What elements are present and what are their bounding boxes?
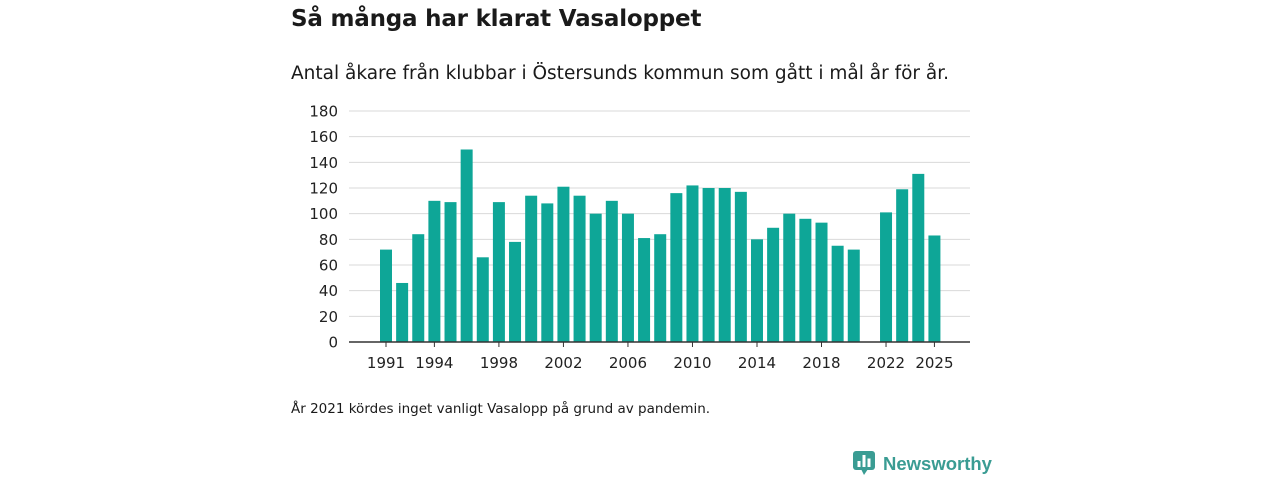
x-tick-label: 2025 (915, 354, 953, 372)
bar-2017 (799, 218, 812, 342)
y-tick-label: 20 (319, 308, 338, 326)
y-tick-label: 160 (309, 128, 338, 146)
bar-2023 (896, 189, 909, 342)
bar-2002 (557, 186, 570, 342)
x-tick-label: 2006 (609, 354, 647, 372)
bar-2016 (783, 213, 796, 342)
bar-2001 (541, 203, 554, 342)
bar-chart: 0 20 40 60 80 100 120 140 160 180 1991 1994 1998 200… (309, 103, 970, 372)
chart-title: Så många har klarat Vasaloppet (291, 6, 702, 32)
bar-1996 (460, 149, 473, 342)
bar-2014 (750, 239, 763, 342)
bar-2000 (525, 195, 538, 342)
bar-2009 (670, 193, 683, 342)
y-tick-label: 120 (309, 180, 338, 198)
y-tick-label: 0 (328, 334, 338, 352)
brand-logo: Newsworthy (853, 451, 992, 476)
bar-1994 (428, 200, 441, 342)
bar-2005 (605, 200, 618, 342)
chart-footnote: År 2021 kördes inget vanligt Vasalopp på… (291, 401, 711, 417)
y-tick-label: 80 (319, 231, 338, 249)
x-tick-label: 2018 (802, 354, 840, 372)
y-tick-label: 140 (309, 154, 338, 172)
x-tick-label: 2014 (738, 354, 776, 372)
y-tick-label: 60 (319, 257, 338, 275)
bar-2008 (654, 234, 667, 342)
bar-2019 (831, 245, 844, 342)
bar-1991 (380, 249, 392, 342)
x-tick-label: 1998 (480, 354, 518, 372)
bar-1992 (396, 282, 409, 342)
y-tick-label: 40 (319, 282, 338, 300)
bar-2025 (928, 235, 941, 342)
bar-2018 (815, 222, 828, 342)
bar-2007 (638, 238, 651, 342)
bar-2011 (702, 188, 715, 342)
bar-2013 (734, 191, 747, 342)
y-axis-ticks: 0 20 40 60 80 100 120 140 160 180 (309, 103, 338, 352)
bar-1998 (492, 202, 505, 342)
bar-2024 (912, 173, 925, 342)
bar-2004 (589, 213, 602, 342)
bar-1993 (412, 234, 425, 342)
bar-chart-speech-bubble-icon (853, 451, 875, 475)
bar-2003 (573, 195, 586, 342)
x-tick-label: 1994 (415, 354, 453, 372)
y-tick-label: 100 (309, 205, 338, 223)
bar-2020 (847, 249, 860, 342)
x-tick-label: 1991 (367, 354, 405, 372)
bar-2006 (621, 213, 634, 342)
x-tick-label: 2010 (673, 354, 711, 372)
chart-subtitle: Antal åkare från klubbar i Östersunds ko… (291, 63, 950, 84)
bar-2010 (686, 185, 699, 342)
bar-2015 (767, 227, 780, 342)
brand-name: Newsworthy (883, 452, 992, 474)
bar-1999 (509, 241, 522, 342)
bar-2012 (718, 188, 731, 342)
bar-1997 (476, 257, 489, 342)
x-axis-ticks: 1991 1994 1998 2002 2006 2010 2014 2018 2022 2025 (367, 342, 954, 372)
bars (380, 149, 941, 342)
bar-2022 (880, 212, 893, 342)
bar-1995 (444, 202, 457, 342)
y-tick-label: 180 (309, 103, 338, 121)
x-tick-label: 2002 (544, 354, 582, 372)
x-tick-label: 2022 (867, 354, 905, 372)
